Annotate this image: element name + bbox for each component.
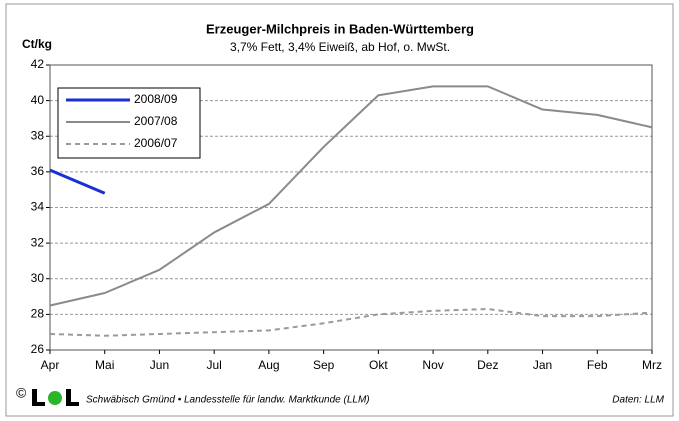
series-line — [49, 308, 653, 337]
series-line — [49, 85, 653, 307]
chart-title: Erzeuger-Milchpreis in Baden-Württemberg — [206, 21, 474, 36]
logo — [32, 389, 79, 406]
source-text: Daten: LLM — [612, 395, 664, 406]
x-tick-label: Okt — [369, 358, 388, 372]
y-axis-label: Ct/kg — [22, 37, 52, 51]
x-tick-label: Sep — [313, 358, 335, 372]
chart-subtitle: 3,7% Fett, 3,4% Eiweiß, ab Hof, o. MwSt. — [230, 40, 450, 54]
y-tick-label: 30 — [31, 271, 45, 285]
x-tick-label: Jun — [150, 358, 169, 372]
series-line — [49, 168, 106, 195]
y-tick-label: 28 — [31, 307, 45, 321]
chart-frame — [5, 3, 674, 417]
legend-label: 2006/07 — [134, 136, 178, 150]
y-tick-label: 34 — [31, 200, 45, 214]
copyright: © — [16, 385, 27, 401]
x-tick-label: Apr — [41, 358, 60, 372]
x-tick-label: Dez — [477, 358, 498, 372]
y-tick-label: 42 — [31, 57, 45, 71]
y-tick-label: 38 — [31, 128, 45, 142]
x-tick-label: Feb — [587, 358, 608, 372]
plot-area — [49, 64, 653, 351]
legend-label: 2007/08 — [134, 114, 178, 128]
legend-label: 2008/09 — [134, 92, 178, 106]
x-tick-label: Jan — [533, 358, 552, 372]
y-tick-label: 36 — [31, 164, 45, 178]
x-tick-label: Nov — [422, 358, 443, 372]
x-tick-label: Aug — [258, 358, 279, 372]
y-tick-label: 40 — [31, 93, 45, 107]
x-tick-label: Jul — [207, 358, 222, 372]
footer-text: Schwäbisch Gmünd • Landesstelle für land… — [86, 395, 370, 406]
y-tick-label: 32 — [31, 235, 45, 249]
x-tick-label: Mai — [95, 358, 114, 372]
x-tick-label: Mrz — [642, 358, 662, 372]
y-tick-label: 26 — [31, 342, 45, 356]
